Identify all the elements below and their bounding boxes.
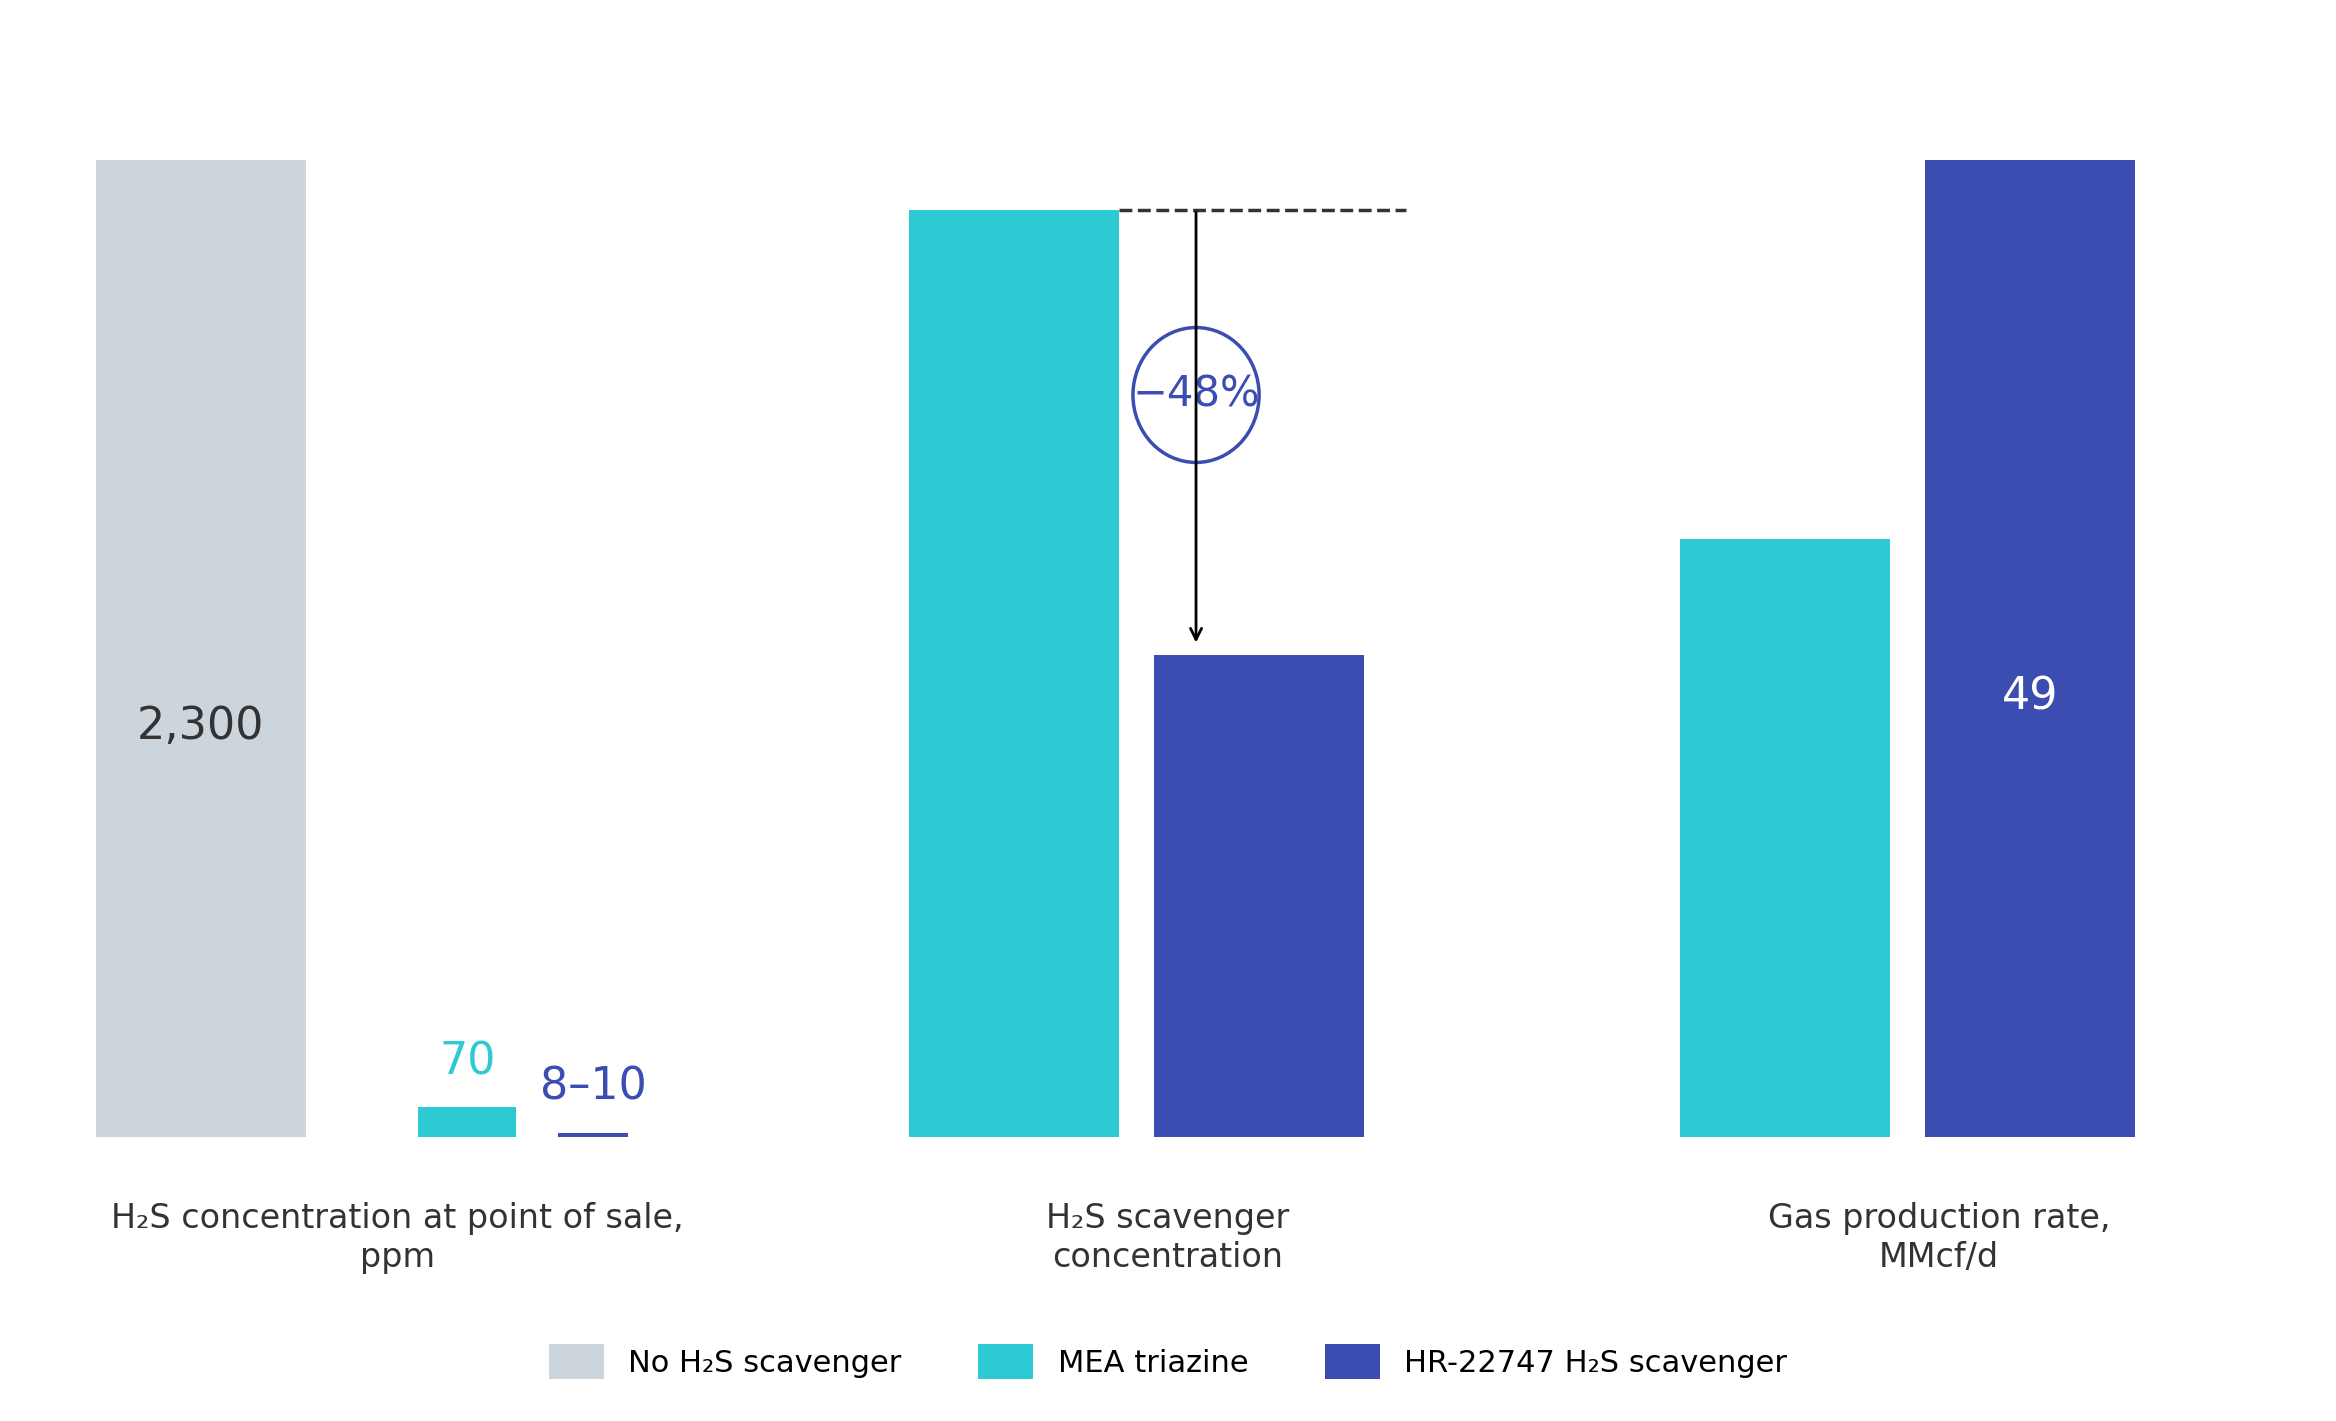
Bar bbox=[418, 1107, 516, 1137]
Text: Gas production rate,
MMcf/d: Gas production rate, MMcf/d bbox=[1768, 1202, 2109, 1273]
Text: H₂S concentration at point of sale,
ppm: H₂S concentration at point of sale, ppm bbox=[110, 1202, 684, 1273]
Bar bbox=[909, 209, 1119, 1137]
Bar bbox=[1925, 161, 2135, 1137]
Text: 8–10: 8–10 bbox=[540, 1066, 647, 1108]
Ellipse shape bbox=[1133, 327, 1259, 462]
Text: −48%: −48% bbox=[1133, 374, 1259, 416]
Text: 49: 49 bbox=[2002, 675, 2058, 719]
Text: 2,300: 2,300 bbox=[138, 705, 264, 747]
Text: 30: 30 bbox=[1757, 847, 1813, 890]
Bar bbox=[1154, 655, 1364, 1137]
Bar bbox=[558, 1133, 628, 1137]
Bar bbox=[1680, 539, 1890, 1137]
Bar bbox=[96, 161, 306, 1137]
Text: 70: 70 bbox=[439, 1040, 495, 1083]
Text: H₂S scavenger
concentration: H₂S scavenger concentration bbox=[1047, 1202, 1289, 1273]
Legend: No H₂S scavenger, MEA triazine, HR-22747 H₂S scavenger: No H₂S scavenger, MEA triazine, HR-22747… bbox=[537, 1331, 1799, 1391]
